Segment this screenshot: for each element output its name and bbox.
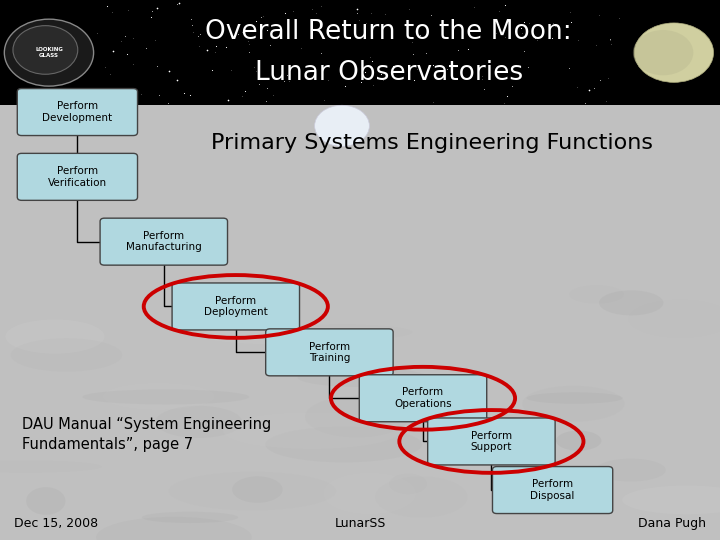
Ellipse shape bbox=[5, 320, 104, 354]
Circle shape bbox=[633, 30, 693, 76]
Ellipse shape bbox=[595, 458, 666, 482]
Text: Perform
Deployment: Perform Deployment bbox=[204, 295, 268, 317]
Ellipse shape bbox=[297, 368, 428, 387]
Ellipse shape bbox=[599, 291, 663, 315]
Bar bbox=[0, 0, 720, 105]
FancyBboxPatch shape bbox=[492, 467, 613, 514]
Text: Overall Return to the Moon:: Overall Return to the Moon: bbox=[205, 19, 572, 45]
FancyBboxPatch shape bbox=[359, 375, 487, 422]
Text: Perform
Training: Perform Training bbox=[309, 342, 350, 363]
Ellipse shape bbox=[232, 476, 283, 503]
Text: LOOKING
GLASS: LOOKING GLASS bbox=[35, 48, 63, 58]
Ellipse shape bbox=[280, 339, 387, 354]
FancyBboxPatch shape bbox=[17, 89, 138, 136]
Text: Primary Systems Engineering Functions: Primary Systems Engineering Functions bbox=[211, 133, 653, 153]
Bar bbox=[0, 105, 720, 540]
Ellipse shape bbox=[570, 285, 624, 303]
Ellipse shape bbox=[266, 427, 422, 462]
FancyBboxPatch shape bbox=[172, 283, 300, 330]
Text: Perform
Verification: Perform Verification bbox=[48, 166, 107, 188]
Text: Dana Pugh: Dana Pugh bbox=[638, 517, 706, 530]
FancyBboxPatch shape bbox=[428, 418, 555, 465]
FancyBboxPatch shape bbox=[100, 218, 228, 265]
Text: Dec 15, 2008: Dec 15, 2008 bbox=[14, 517, 99, 530]
Ellipse shape bbox=[199, 326, 372, 345]
Ellipse shape bbox=[522, 386, 624, 422]
Text: Perform
Manufacturing: Perform Manufacturing bbox=[126, 231, 202, 252]
FancyBboxPatch shape bbox=[266, 329, 393, 376]
Text: LunarSS: LunarSS bbox=[334, 517, 386, 530]
Text: Perform
Development: Perform Development bbox=[42, 102, 112, 123]
Circle shape bbox=[4, 19, 94, 86]
Ellipse shape bbox=[212, 280, 286, 315]
Ellipse shape bbox=[375, 476, 467, 518]
Ellipse shape bbox=[142, 512, 238, 523]
Text: Perform
Operations: Perform Operations bbox=[394, 388, 452, 409]
Text: Perform
Disposal: Perform Disposal bbox=[531, 480, 575, 501]
Ellipse shape bbox=[622, 485, 720, 514]
Ellipse shape bbox=[26, 487, 66, 515]
Text: Perform
Support: Perform Support bbox=[471, 431, 512, 453]
Ellipse shape bbox=[305, 396, 409, 437]
Circle shape bbox=[634, 23, 714, 82]
Ellipse shape bbox=[11, 338, 122, 372]
Circle shape bbox=[315, 105, 369, 146]
FancyBboxPatch shape bbox=[17, 153, 138, 200]
Ellipse shape bbox=[103, 383, 215, 410]
Ellipse shape bbox=[168, 472, 336, 510]
Circle shape bbox=[13, 25, 78, 74]
Ellipse shape bbox=[82, 389, 249, 404]
Text: DAU Manual “System Engineering
Fundamentals”, page 7: DAU Manual “System Engineering Fundament… bbox=[22, 417, 271, 452]
Ellipse shape bbox=[96, 517, 252, 540]
Text: Lunar Observatories: Lunar Observatories bbox=[255, 60, 523, 86]
Ellipse shape bbox=[556, 430, 601, 451]
Ellipse shape bbox=[273, 325, 412, 340]
Ellipse shape bbox=[156, 406, 242, 438]
Ellipse shape bbox=[223, 413, 401, 449]
Ellipse shape bbox=[526, 393, 623, 404]
